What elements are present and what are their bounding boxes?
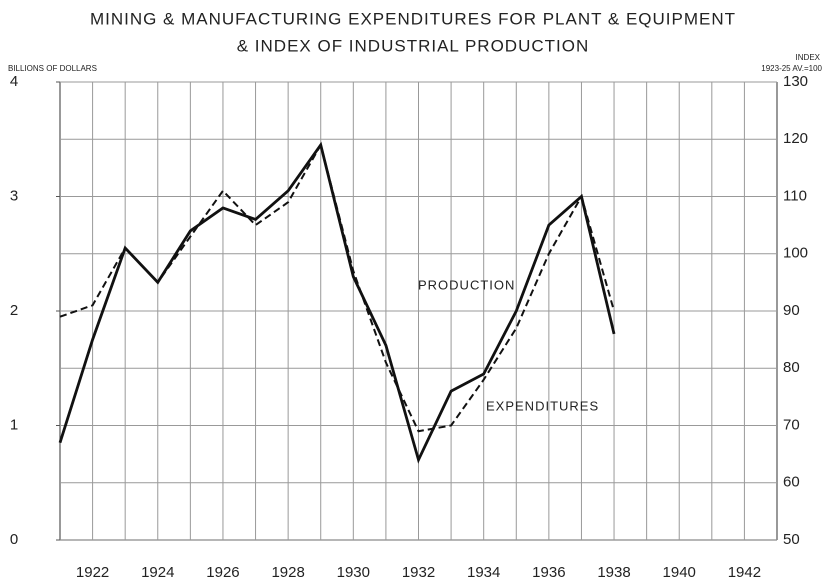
- y2-tick-label: 100: [783, 245, 808, 262]
- x-tick-label: 1938: [597, 564, 630, 580]
- y2-axis-sublabel: 1923-25 AV.=100: [761, 64, 822, 73]
- series-line: [59, 142, 616, 433]
- x-tick-label: 1942: [728, 564, 761, 580]
- series-label: PRODUCTION: [418, 277, 515, 292]
- x-tick-label: 1930: [337, 564, 370, 580]
- y2-tick-label: 70: [783, 416, 800, 433]
- x-tick-label: 1934: [467, 564, 500, 580]
- y-axis-label: BILLIONS OF DOLLARS: [8, 64, 97, 73]
- y2-tick-label: 80: [783, 359, 800, 376]
- x-tick-label: 1924: [141, 564, 174, 580]
- y-tick-label: 2: [10, 302, 18, 319]
- x-tick-label: 1932: [402, 564, 435, 580]
- x-tick-label: 1936: [532, 564, 565, 580]
- y-tick-label: 4: [10, 73, 18, 90]
- y-tick-label: 3: [10, 187, 18, 204]
- y2-tick-label: 130: [783, 73, 808, 90]
- y-tick-label: 1: [10, 416, 18, 433]
- y2-tick-label: 90: [783, 302, 800, 319]
- x-tick-label: 1928: [271, 564, 304, 580]
- x-tick-label: 1926: [206, 564, 239, 580]
- x-tick-label: 1922: [76, 564, 109, 580]
- chart-subtitle: & INDEX OF INDUSTRIAL PRODUCTION: [237, 36, 590, 55]
- x-tick-label: 1940: [663, 564, 696, 580]
- series-line: [58, 141, 616, 464]
- chart-title: MINING & MANUFACTURING EXPENDITURES FOR …: [90, 9, 736, 28]
- series-label: EXPENDITURES: [486, 398, 599, 413]
- y-tick-label: 0: [10, 531, 18, 548]
- y2-tick-label: 50: [783, 531, 800, 548]
- y2-tick-label: 120: [783, 130, 808, 147]
- y2-tick-label: 110: [783, 187, 807, 204]
- y2-axis-label: INDEX: [796, 53, 821, 62]
- y2-tick-label: 60: [783, 474, 800, 491]
